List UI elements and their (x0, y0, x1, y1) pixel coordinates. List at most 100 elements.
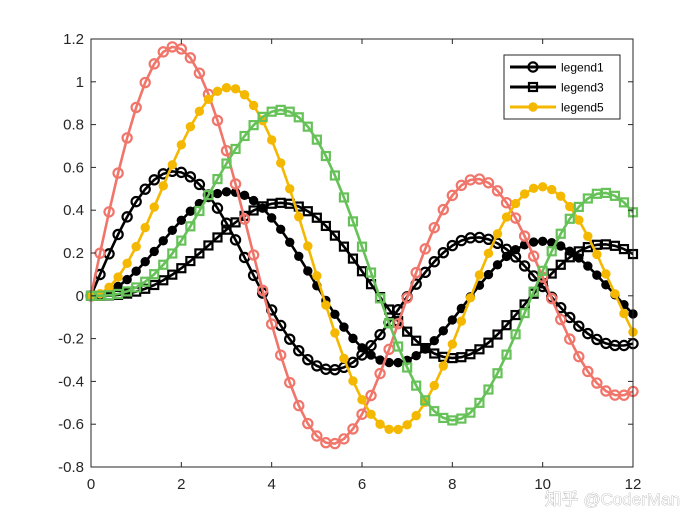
legend-marker (527, 61, 539, 73)
data-point (482, 233, 495, 245)
data-point (357, 395, 367, 405)
data-point (203, 94, 214, 105)
data-point (546, 292, 558, 305)
data-point (393, 424, 403, 435)
data-point (428, 221, 440, 234)
data-point (131, 266, 141, 276)
data-point (184, 52, 197, 64)
x-tick-label: 8 (448, 476, 456, 493)
data-point (574, 215, 584, 225)
data-point (311, 212, 322, 223)
data-point (338, 192, 350, 203)
data-point (482, 177, 495, 189)
data-point (230, 217, 241, 228)
data-point (193, 178, 206, 191)
data-point (112, 167, 124, 179)
data-point (420, 395, 431, 406)
data-point (565, 201, 575, 212)
data-point (492, 329, 503, 340)
data-point (194, 205, 205, 217)
data-point (293, 112, 304, 123)
data-point (564, 213, 575, 224)
data-point (203, 189, 214, 201)
data-point (429, 380, 439, 391)
y-tick-label: 0.2 (63, 245, 84, 262)
data-point (303, 266, 313, 276)
data-point (419, 243, 431, 255)
data-point (248, 100, 259, 111)
y-tick-label: -0.6 (58, 416, 84, 433)
data-point (239, 130, 250, 142)
data-point (248, 195, 259, 206)
data-point (501, 251, 512, 262)
data-point (212, 173, 223, 185)
series-layer (85, 41, 639, 450)
data-point (356, 241, 368, 252)
data-point (285, 184, 295, 194)
y-tick-label: 1 (76, 74, 84, 91)
data-point (276, 224, 286, 235)
data-point (556, 191, 566, 201)
data-point (276, 158, 286, 168)
data-point (339, 353, 349, 364)
data-point (518, 260, 531, 272)
data-point (167, 248, 178, 259)
data-point (555, 259, 566, 270)
x-tick-label: 12 (625, 476, 642, 493)
data-point (229, 178, 242, 190)
legend-label: legend3 (561, 81, 604, 95)
data-point (185, 221, 196, 232)
data-point (139, 76, 151, 89)
data-point (294, 251, 304, 261)
data-point (312, 271, 322, 281)
data-point (329, 170, 340, 181)
data-point (465, 293, 476, 303)
data-point (221, 224, 232, 235)
legend-label: legend1 (561, 61, 604, 75)
data-point (366, 409, 376, 420)
data-point (140, 222, 150, 233)
data-point (185, 206, 196, 216)
data-point (429, 335, 439, 346)
x-tick-label: 4 (267, 476, 275, 493)
data-point (491, 185, 504, 197)
data-point (483, 269, 494, 280)
data-point (329, 437, 341, 450)
data-point (157, 46, 169, 58)
data-point (184, 171, 197, 183)
axes-layer: 0 2 4 6 8 10 12 -0.8 -0.6 -0.4 -0.2 0 0.2 0.4 0.6 0.8 1 1… (58, 31, 641, 493)
data-point (266, 135, 277, 145)
data-point (528, 183, 539, 193)
data-point (302, 121, 313, 132)
y-tick-label: 1.2 (63, 31, 84, 48)
data-point (347, 356, 359, 369)
data-point (185, 122, 196, 132)
data-point (401, 292, 413, 304)
data-point (474, 344, 485, 355)
data-point (564, 333, 576, 345)
data-point (519, 189, 530, 199)
data-point (212, 188, 223, 199)
data-point (348, 333, 358, 344)
data-point (239, 90, 250, 100)
data-point (176, 263, 187, 274)
data-point (357, 343, 367, 353)
data-point (374, 293, 386, 304)
data-point (555, 313, 567, 326)
legend-entry: legend1 (510, 61, 604, 75)
data-point (247, 249, 260, 261)
x-tick-label: 6 (358, 476, 366, 493)
data-point (139, 183, 151, 195)
data-point (528, 286, 539, 297)
data-point (501, 320, 512, 331)
data-point (239, 190, 250, 200)
y-tick-label: -0.4 (58, 373, 84, 390)
data-point (365, 389, 377, 402)
data-point (130, 195, 142, 208)
data-point (158, 259, 169, 270)
data-point (149, 246, 159, 257)
data-point (320, 150, 331, 162)
data-point (113, 272, 123, 282)
series-line (89, 45, 634, 445)
data-point (112, 228, 124, 241)
